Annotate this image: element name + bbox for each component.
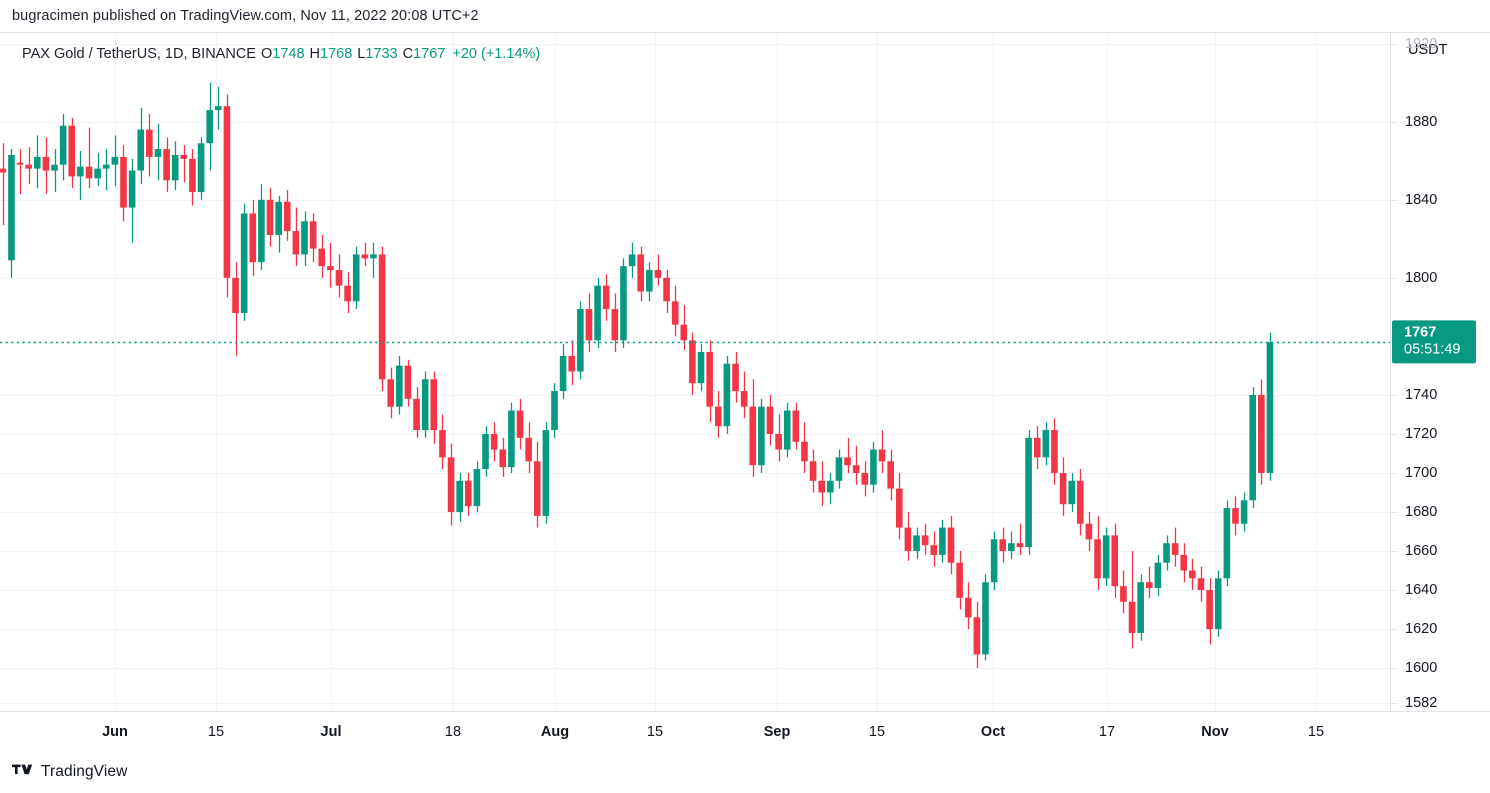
time-tick-18: 18 xyxy=(444,724,462,740)
current-price-value: 1767 xyxy=(1404,324,1437,341)
legend-open: O1748 xyxy=(261,46,305,62)
legend-high: H1768 xyxy=(310,46,353,62)
legend-high-value: 1768 xyxy=(320,46,353,62)
price-tick-1800: 1800 xyxy=(1405,269,1438,286)
price-tick-mark xyxy=(1391,551,1397,552)
tradingview-footer: TradingView xyxy=(12,762,127,782)
time-tick-15: 15 xyxy=(646,724,664,740)
time-tick-15: 15 xyxy=(868,724,886,740)
legend-symbol[interactable]: PAX Gold / TetherUS, 1D, BINANCE xyxy=(22,46,256,62)
time-tick-17: 17 xyxy=(1098,724,1116,740)
price-tick-mark xyxy=(1391,703,1397,705)
horizontal-gridlines xyxy=(0,44,1390,704)
tradingview-wordmark: TradingView xyxy=(41,763,128,780)
price-tick-mark xyxy=(1391,199,1397,201)
price-tick-mark xyxy=(1391,121,1397,123)
price-tick-mark xyxy=(1391,629,1397,631)
time-tick-Jun: Jun xyxy=(102,724,128,740)
price-tick-mark xyxy=(1391,472,1397,474)
legend-open-key: O xyxy=(260,46,273,62)
time-axis[interactable]: Jun 15 Jul 18 Aug 15 Sep 15 Oct 17 Nov 15 xyxy=(0,712,1390,752)
price-tick-mark xyxy=(1391,394,1397,396)
price-tick-1582: 1582 xyxy=(1405,695,1438,712)
time-tick-Jul: Jul xyxy=(320,724,342,740)
time-tick-15: 15 xyxy=(207,724,225,740)
candlestick-plot-area[interactable] xyxy=(0,33,1390,711)
candlestick-svg xyxy=(0,33,1390,711)
legend-change: +20 (+1.14%) xyxy=(452,46,541,62)
chart-legend[interactable]: PAX Gold / TetherUS, 1D, BINANCE O1748 H17… xyxy=(22,46,540,62)
price-tick-1660: 1660 xyxy=(1405,543,1438,559)
legend-high-key: H xyxy=(309,46,320,62)
current-price-badge: 1767 05:51:49 xyxy=(1392,320,1476,364)
price-tick-1880: 1880 xyxy=(1405,113,1438,130)
price-tick-1620: 1620 xyxy=(1405,621,1438,638)
bar-countdown: 05:51:49 xyxy=(1404,341,1461,358)
legend-open-value: 1748 xyxy=(272,46,305,62)
vertical-gridlines xyxy=(115,33,1317,711)
price-tick-mark xyxy=(1391,43,1397,45)
time-tick-15: 15 xyxy=(1307,724,1325,740)
price-axis-unit: USDT xyxy=(1408,42,1448,58)
price-tick-1720: 1720 xyxy=(1405,425,1438,442)
legend-close: C1767 xyxy=(403,46,446,62)
tradingview-logo-icon xyxy=(12,762,34,782)
published-byline: bugracimen published on TradingView.com,… xyxy=(12,8,479,24)
price-tick-mark xyxy=(1391,511,1397,513)
chart-frame xyxy=(0,32,1490,712)
time-tick-Sep: Sep xyxy=(763,724,791,740)
price-tick-mark xyxy=(1391,590,1397,592)
price-tick-mark xyxy=(1391,433,1397,435)
price-tick-1700: 1700 xyxy=(1405,464,1438,481)
legend-low-key: L xyxy=(357,46,366,62)
legend-close-value: 1767 xyxy=(413,46,446,62)
price-tick-1740: 1740 xyxy=(1405,386,1438,403)
time-tick-Nov: Nov xyxy=(1201,724,1229,740)
price-tick-mark xyxy=(1391,277,1397,279)
time-tick-Oct: Oct xyxy=(980,724,1006,740)
candle-series xyxy=(0,82,1274,669)
price-tick-1680: 1680 xyxy=(1405,503,1438,520)
time-tick-Aug: Aug xyxy=(540,724,570,740)
price-tick-1920: 1920 xyxy=(1405,35,1438,52)
legend-low-value: 1733 xyxy=(365,46,398,62)
price-tick-1840: 1840 xyxy=(1405,191,1438,208)
legend-low: L1733 xyxy=(357,46,397,62)
price-axis[interactable]: USDT 1920 1880 1840 1800 1740 1720 1700 1680 166… xyxy=(1390,33,1490,711)
price-tick-1600: 1600 xyxy=(1405,660,1438,677)
price-tick-1640: 1640 xyxy=(1405,582,1438,599)
legend-close-key: C xyxy=(402,46,414,62)
price-tick-mark xyxy=(1391,668,1397,670)
